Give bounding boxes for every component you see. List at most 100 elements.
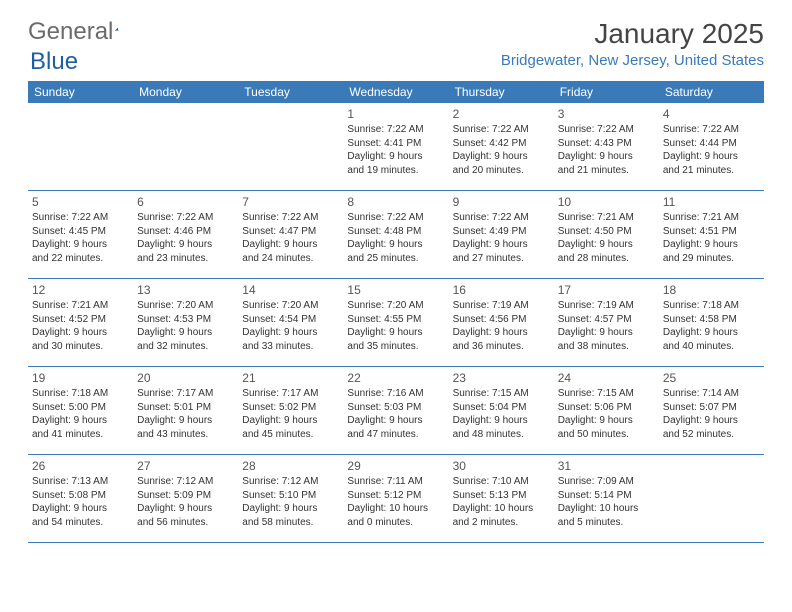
calendar-cell: 5Sunrise: 7:22 AMSunset: 4:45 PMDaylight… xyxy=(28,191,133,279)
daylight-line-1: Daylight: 9 hours xyxy=(347,414,444,428)
daylight-line-2: and 21 minutes. xyxy=(558,164,655,178)
day-number: 21 xyxy=(242,370,339,386)
day-number: 13 xyxy=(137,282,234,298)
daylight-line-1: Daylight: 9 hours xyxy=(558,326,655,340)
sunset-line: Sunset: 5:01 PM xyxy=(137,401,234,415)
daylight-line-2: and 50 minutes. xyxy=(558,428,655,442)
sunset-line: Sunset: 4:46 PM xyxy=(137,225,234,239)
sunrise-line: Sunrise: 7:17 AM xyxy=(242,387,339,401)
calendar-cell xyxy=(659,455,764,543)
daylight-line-2: and 41 minutes. xyxy=(32,428,129,442)
sunset-line: Sunset: 4:50 PM xyxy=(558,225,655,239)
day-number: 30 xyxy=(453,458,550,474)
sunrise-line: Sunrise: 7:22 AM xyxy=(347,211,444,225)
sunrise-line: Sunrise: 7:13 AM xyxy=(32,475,129,489)
daylight-line-1: Daylight: 9 hours xyxy=(32,414,129,428)
daylight-line-2: and 52 minutes. xyxy=(663,428,760,442)
daylight-line-1: Daylight: 9 hours xyxy=(32,502,129,516)
calendar-header-row: SundayMondayTuesdayWednesdayThursdayFrid… xyxy=(28,81,764,103)
sunrise-line: Sunrise: 7:21 AM xyxy=(663,211,760,225)
day-number: 2 xyxy=(453,106,550,122)
sunrise-line: Sunrise: 7:20 AM xyxy=(347,299,444,313)
day-number: 3 xyxy=(558,106,655,122)
calendar-cell: 2Sunrise: 7:22 AMSunset: 4:42 PMDaylight… xyxy=(449,103,554,191)
sunrise-line: Sunrise: 7:22 AM xyxy=(453,211,550,225)
daylight-line-1: Daylight: 9 hours xyxy=(137,238,234,252)
sunset-line: Sunset: 5:03 PM xyxy=(347,401,444,415)
daylight-line-1: Daylight: 9 hours xyxy=(347,150,444,164)
daylight-line-2: and 56 minutes. xyxy=(137,516,234,530)
daylight-line-2: and 28 minutes. xyxy=(558,252,655,266)
calendar-cell: 30Sunrise: 7:10 AMSunset: 5:13 PMDayligh… xyxy=(449,455,554,543)
day-number: 26 xyxy=(32,458,129,474)
daylight-line-1: Daylight: 10 hours xyxy=(558,502,655,516)
sunset-line: Sunset: 5:13 PM xyxy=(453,489,550,503)
month-title: January 2025 xyxy=(501,18,764,50)
calendar-header-cell: Monday xyxy=(133,81,238,103)
sunrise-line: Sunrise: 7:10 AM xyxy=(453,475,550,489)
calendar-cell: 26Sunrise: 7:13 AMSunset: 5:08 PMDayligh… xyxy=(28,455,133,543)
daylight-line-2: and 58 minutes. xyxy=(242,516,339,530)
day-number: 10 xyxy=(558,194,655,210)
calendar-cell: 4Sunrise: 7:22 AMSunset: 4:44 PMDaylight… xyxy=(659,103,764,191)
day-number: 19 xyxy=(32,370,129,386)
day-number: 12 xyxy=(32,282,129,298)
calendar-cell: 16Sunrise: 7:19 AMSunset: 4:56 PMDayligh… xyxy=(449,279,554,367)
logo-sail-icon xyxy=(115,19,119,39)
day-number: 20 xyxy=(137,370,234,386)
sunset-line: Sunset: 5:08 PM xyxy=(32,489,129,503)
calendar-header-cell: Sunday xyxy=(28,81,133,103)
calendar-cell: 31Sunrise: 7:09 AMSunset: 5:14 PMDayligh… xyxy=(554,455,659,543)
sunset-line: Sunset: 5:14 PM xyxy=(558,489,655,503)
calendar-cell: 11Sunrise: 7:21 AMSunset: 4:51 PMDayligh… xyxy=(659,191,764,279)
logo: General xyxy=(28,18,137,46)
daylight-line-1: Daylight: 9 hours xyxy=(137,326,234,340)
sunrise-line: Sunrise: 7:15 AM xyxy=(558,387,655,401)
sunrise-line: Sunrise: 7:22 AM xyxy=(453,123,550,137)
sunrise-line: Sunrise: 7:20 AM xyxy=(137,299,234,313)
sunrise-line: Sunrise: 7:19 AM xyxy=(453,299,550,313)
daylight-line-1: Daylight: 10 hours xyxy=(347,502,444,516)
sunrise-line: Sunrise: 7:19 AM xyxy=(558,299,655,313)
sunset-line: Sunset: 4:55 PM xyxy=(347,313,444,327)
sunrise-line: Sunrise: 7:15 AM xyxy=(453,387,550,401)
day-number: 5 xyxy=(32,194,129,210)
daylight-line-1: Daylight: 9 hours xyxy=(32,238,129,252)
sunset-line: Sunset: 4:43 PM xyxy=(558,137,655,151)
sunset-line: Sunset: 4:49 PM xyxy=(453,225,550,239)
daylight-line-2: and 27 minutes. xyxy=(453,252,550,266)
daylight-line-1: Daylight: 9 hours xyxy=(137,502,234,516)
sunset-line: Sunset: 4:56 PM xyxy=(453,313,550,327)
sunset-line: Sunset: 4:53 PM xyxy=(137,313,234,327)
daylight-line-2: and 48 minutes. xyxy=(453,428,550,442)
sunset-line: Sunset: 5:02 PM xyxy=(242,401,339,415)
sunset-line: Sunset: 5:07 PM xyxy=(663,401,760,415)
sunset-line: Sunset: 5:09 PM xyxy=(137,489,234,503)
calendar: SundayMondayTuesdayWednesdayThursdayFrid… xyxy=(28,81,764,543)
daylight-line-2: and 35 minutes. xyxy=(347,340,444,354)
calendar-cell: 22Sunrise: 7:16 AMSunset: 5:03 PMDayligh… xyxy=(343,367,448,455)
daylight-line-2: and 5 minutes. xyxy=(558,516,655,530)
sunrise-line: Sunrise: 7:11 AM xyxy=(347,475,444,489)
calendar-cell: 27Sunrise: 7:12 AMSunset: 5:09 PMDayligh… xyxy=(133,455,238,543)
daylight-line-1: Daylight: 9 hours xyxy=(242,502,339,516)
daylight-line-1: Daylight: 9 hours xyxy=(137,414,234,428)
daylight-line-2: and 22 minutes. xyxy=(32,252,129,266)
daylight-line-2: and 24 minutes. xyxy=(242,252,339,266)
sunrise-line: Sunrise: 7:22 AM xyxy=(558,123,655,137)
day-number: 18 xyxy=(663,282,760,298)
daylight-line-1: Daylight: 9 hours xyxy=(32,326,129,340)
calendar-cell: 3Sunrise: 7:22 AMSunset: 4:43 PMDaylight… xyxy=(554,103,659,191)
daylight-line-1: Daylight: 9 hours xyxy=(347,326,444,340)
daylight-line-1: Daylight: 9 hours xyxy=(663,414,760,428)
daylight-line-2: and 40 minutes. xyxy=(663,340,760,354)
calendar-cell: 23Sunrise: 7:15 AMSunset: 5:04 PMDayligh… xyxy=(449,367,554,455)
sunset-line: Sunset: 5:10 PM xyxy=(242,489,339,503)
sunrise-line: Sunrise: 7:12 AM xyxy=(137,475,234,489)
sunset-line: Sunset: 4:42 PM xyxy=(453,137,550,151)
calendar-cell: 20Sunrise: 7:17 AMSunset: 5:01 PMDayligh… xyxy=(133,367,238,455)
sunrise-line: Sunrise: 7:21 AM xyxy=(558,211,655,225)
daylight-line-2: and 30 minutes. xyxy=(32,340,129,354)
calendar-cell: 15Sunrise: 7:20 AMSunset: 4:55 PMDayligh… xyxy=(343,279,448,367)
sunset-line: Sunset: 4:52 PM xyxy=(32,313,129,327)
